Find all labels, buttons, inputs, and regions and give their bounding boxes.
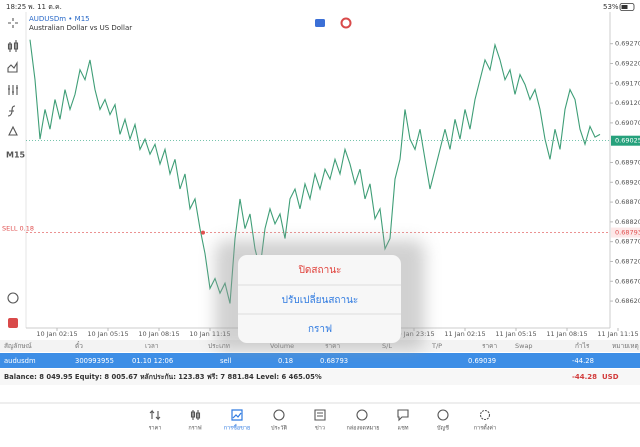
tab-label[interactable]: กราฟ — [188, 425, 201, 432]
menu-close-position[interactable]: ปิดสถานะ — [298, 265, 341, 276]
y-tick-label: 0.68620 — [615, 297, 640, 305]
chart-type-tool[interactable] — [7, 40, 19, 52]
y-tick-label: 0.68670 — [615, 277, 640, 285]
tab-label[interactable]: บัญชี — [437, 425, 449, 432]
y-tick-label: 0.68770 — [615, 238, 640, 246]
objects-tool[interactable] — [7, 105, 16, 117]
cell-current: 0.69039 — [468, 357, 496, 365]
balance-profit: -44.28 — [572, 373, 597, 381]
settings-tool[interactable] — [8, 85, 18, 95]
crosshair-tool[interactable] — [8, 18, 18, 28]
trade-button[interactable] — [8, 318, 18, 328]
zoom-tool[interactable] — [7, 292, 19, 304]
popup — [238, 255, 401, 343]
y-tick-label: 0.68920 — [615, 178, 640, 186]
y-tick-label: 0.69220 — [615, 59, 640, 67]
symbol: AUDUSDm • M15 — [29, 15, 90, 23]
x-tick-label: 10 Jan 02:15 — [36, 330, 77, 338]
symbol-description: Australian Dollar vs US Dollar — [29, 24, 132, 32]
tab-icon[interactable] — [479, 409, 491, 421]
balance-text: Balance: 8 049.95 Equity: 8 005.67 หลักป… — [4, 373, 322, 381]
battery-level: 53% — [603, 3, 619, 11]
tab-icon[interactable] — [231, 409, 243, 421]
tab-icon[interactable] — [356, 409, 368, 421]
tab-label[interactable]: แชท — [398, 425, 409, 432]
flag-icon[interactable] — [340, 17, 352, 29]
chart: AUDUSDm • M15 Australian Dollar vs US Do… — [2, 12, 640, 338]
tab-icon[interactable] — [437, 409, 449, 421]
tab-label[interactable]: ประวัติ — [271, 425, 287, 432]
battery-icon — [619, 3, 635, 11]
y-tick-label: 0.69170 — [615, 79, 640, 87]
tab-icon[interactable] — [273, 409, 285, 421]
y-tick-label: 0.68870 — [615, 198, 640, 206]
column-header: T/P — [431, 342, 442, 350]
column-header: เวลา — [145, 342, 159, 350]
y-tick-label: 0.69270 — [615, 40, 640, 48]
x-tick-label: 11 Jan 05:15 — [495, 330, 536, 338]
tab-icon[interactable] — [314, 409, 326, 421]
column-header: กำไร — [575, 342, 590, 350]
price-line — [29, 39, 601, 304]
battery-fill — [621, 5, 628, 9]
y-tick-label: 0.69120 — [615, 99, 640, 107]
column-header: สัญลักษณ์ — [4, 342, 32, 350]
sell-label: SELL 0.18 — [2, 225, 34, 233]
timeframe[interactable]: M15 — [6, 151, 26, 160]
status-time: 18:25 — [6, 3, 26, 11]
balance-bar — [0, 369, 640, 385]
x-tick-label: 10 Jan 05:15 — [87, 330, 128, 338]
current-price-tag — [611, 135, 640, 146]
menu-chart[interactable]: กราฟ — [308, 324, 332, 335]
tab-label[interactable]: ข่าว — [315, 426, 325, 432]
tab-icon[interactable] — [190, 410, 201, 420]
x-tick-label: 10 Jan 08:15 — [138, 330, 179, 338]
column-header: ราคา — [482, 342, 497, 350]
x-tick-label: 11 Jan 11:15 — [597, 330, 638, 338]
y-tick-label: 0.68820 — [615, 218, 640, 226]
cell-profit: -44.28 — [572, 357, 594, 365]
balance-currency: USD — [602, 373, 619, 381]
cell-volume: 0.18 — [278, 357, 293, 365]
shapes-tool[interactable] — [8, 125, 18, 136]
tab-label[interactable]: การตั้งค่า — [474, 424, 496, 432]
tab-label[interactable]: การซื้อขาย — [224, 424, 250, 432]
cell-type: sell — [220, 357, 232, 365]
x-tick-label: 11 Jan 08:15 — [546, 330, 587, 338]
tab-icon[interactable] — [149, 409, 161, 421]
sell-price-label: 0.68793 — [615, 229, 640, 237]
sell-price-tag — [611, 227, 640, 238]
cell-symbol: audusdm — [4, 357, 36, 365]
cell-time: 01.10 12:06 — [132, 357, 173, 365]
x-tick-label: 10 Jan 11:15 — [189, 330, 230, 338]
y-tick-label: 0.69070 — [615, 119, 640, 127]
tab-label[interactable]: กล่องจดหมาย — [346, 426, 379, 432]
cell-price: 0.68793 — [320, 357, 348, 365]
cell-ticket: 300993955 — [75, 357, 114, 365]
tab-label[interactable]: ราคา — [149, 426, 162, 432]
tab-bar: ราคา กราฟ การซื้อขาย ประวัติ ข่าว กล่องจดหมาย… — [0, 402, 640, 432]
menu-modify-position[interactable]: ปรับเปลี่ยนสถานะ — [282, 292, 359, 306]
current-price-label: 0.69025 — [615, 137, 640, 145]
column-header: หมายเหตุ — [612, 342, 639, 350]
menu-popup: ปิดสถานะ ปรับเปลี่ยนสถานะ กราฟ — [215, 240, 425, 350]
column-header: ตั๋ว — [75, 341, 83, 350]
tab-icon[interactable] — [397, 409, 409, 422]
left-toolbar: M15 — [6, 18, 26, 328]
x-tick-label: 11 Jan 02:15 — [444, 330, 485, 338]
flag-icon[interactable] — [315, 19, 325, 27]
sell-entry-marker — [201, 230, 205, 235]
selected-row[interactable] — [0, 353, 640, 368]
indicators-tool[interactable] — [7, 61, 18, 73]
status-date: พ. 11 ต.ค. — [28, 3, 62, 11]
column-header: Swap — [515, 342, 533, 350]
y-tick-label: 0.68970 — [615, 158, 640, 166]
y-tick-label: 0.68720 — [615, 257, 640, 265]
